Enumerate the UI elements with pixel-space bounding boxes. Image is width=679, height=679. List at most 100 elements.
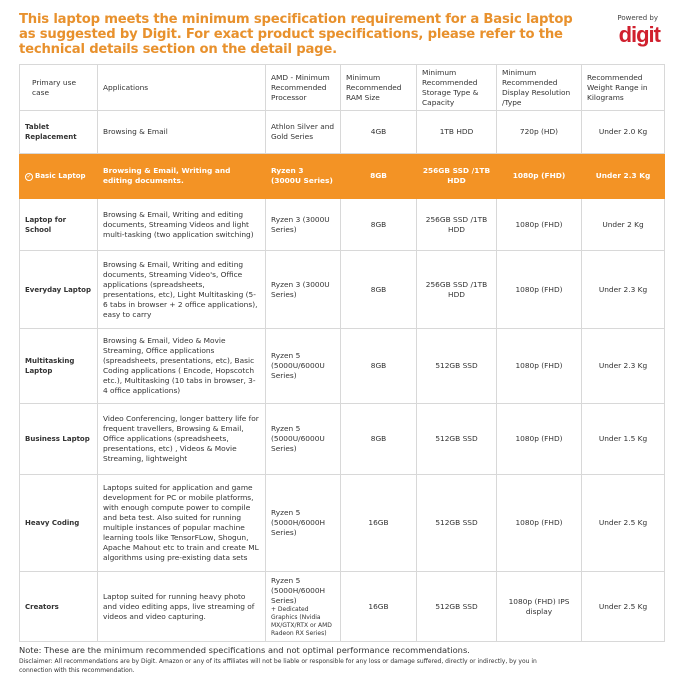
ram-cell: 16GB bbox=[340, 474, 417, 572]
weight-cell-text: Under 2.5 Kg bbox=[598, 518, 648, 527]
applications-cell: Laptops suited for application and game … bbox=[97, 474, 266, 572]
storage-cell-text: 512GB SSD bbox=[435, 518, 478, 527]
use-case-cell-text: Laptop for School bbox=[25, 215, 67, 234]
ram-cell: 8GB bbox=[340, 198, 417, 251]
processor-cell: Ryzen 5 (5000U/6000U Series) bbox=[265, 403, 341, 475]
table-row: Tablet Replacement Browsing & Email Athlon… bbox=[19, 110, 665, 154]
storage-cell: 1TB HDD bbox=[416, 110, 497, 154]
weight-cell-text: Under 2.5 Kg bbox=[598, 601, 648, 611]
ram-cell: 4GB bbox=[340, 110, 417, 154]
applications-cell-text: Video Conferencing, longer battery life … bbox=[103, 414, 259, 463]
display-cell-text: 1080p (FHD) bbox=[512, 171, 566, 180]
check-circle-icon: ✓ bbox=[25, 173, 33, 181]
display-cell-text: 1080p (FHD) bbox=[515, 219, 563, 229]
use-case-cell-text: Creators bbox=[25, 602, 59, 611]
use-case-cell-text: Heavy Coding bbox=[25, 519, 80, 527]
digit-logo: digit bbox=[618, 22, 661, 47]
disclaimer: Disclaimer: All recommendations are by D… bbox=[19, 658, 537, 674]
ram-cell: 8GB bbox=[340, 153, 417, 199]
header-cell: Applications bbox=[97, 64, 266, 111]
headline: This laptop meets the minimum specificat… bbox=[19, 12, 573, 57]
graphics-note: + Dedicated Graphics (Nvidia MX/GTX/RTX … bbox=[271, 605, 332, 637]
ram-cell-text: 8GB bbox=[370, 284, 387, 294]
applications-cell-text: Browsing & Email, Video & Movie Streamin… bbox=[103, 336, 256, 395]
applications-cell: Browsing & Email, Writing and editing do… bbox=[97, 153, 266, 199]
ram-cell-text: 16GB bbox=[368, 518, 389, 527]
weight-cell: Under 2.5 Kg bbox=[581, 571, 665, 642]
ram-cell-text: 8GB bbox=[370, 434, 387, 443]
storage-cell-text: 512GB SSD bbox=[435, 361, 478, 370]
weight-cell-text: Under 2.3 Kg bbox=[598, 361, 648, 370]
use-case-cell-text: Business Laptop bbox=[25, 435, 90, 443]
ram-cell-text: 8GB bbox=[370, 219, 387, 229]
processor-cell-text: Athlon Silver and Gold Series bbox=[271, 122, 335, 141]
display-cell: 1080p (FHD) bbox=[496, 403, 582, 475]
display-cell: 1080p (FHD) bbox=[496, 328, 582, 404]
applications-cell-text: Laptop suited for running heavy photo an… bbox=[103, 591, 255, 621]
processor-cell: Ryzen 5 (5000U/6000U Series) bbox=[265, 328, 341, 404]
applications-cell: Browsing & Email, Video & Movie Streamin… bbox=[97, 328, 266, 404]
weight-cell-text: Under 1.5 Kg bbox=[598, 434, 648, 443]
display-cell-text: 1080p (FHD) bbox=[515, 284, 563, 294]
storage-cell-text: 256GB SSD /1TB HDD bbox=[425, 214, 488, 234]
processor-cell: Ryzen 3 (3000U Series) bbox=[265, 153, 341, 199]
display-cell-text: 1080p (FHD) bbox=[515, 361, 563, 370]
use-case-cell-text: Multitasking Laptop bbox=[25, 357, 75, 375]
storage-cell-text: 1TB HDD bbox=[439, 127, 474, 136]
ram-cell: 8GB bbox=[340, 328, 417, 404]
processor-cell: Ryzen 3 (3000U Series) bbox=[265, 198, 341, 251]
table-row: Everyday Laptop Browsing & Email, Writing… bbox=[19, 250, 665, 329]
use-case-cell: Business Laptop bbox=[19, 403, 98, 475]
header-cell: Minimum Recommended Display Resolution /… bbox=[496, 64, 582, 111]
use-case-cell: Heavy Coding bbox=[19, 474, 98, 572]
weight-cell-text: Under 2.3 Kg bbox=[595, 171, 651, 180]
storage-cell-text: 256GB SSD /1TB HDD bbox=[422, 166, 491, 185]
applications-cell-text: Browsing & Email, Writing and editing do… bbox=[103, 259, 258, 319]
use-case-cell: Everyday Laptop bbox=[19, 250, 98, 329]
weight-cell-text: Under 2 Kg bbox=[602, 219, 644, 229]
processor-cell-text: Ryzen 5 (5000U/6000U Series) bbox=[271, 351, 325, 380]
applications-cell: Video Conferencing, longer battery life … bbox=[97, 403, 266, 475]
ram-cell: 8GB bbox=[340, 403, 417, 475]
weight-cell: Under 1.5 Kg bbox=[581, 403, 665, 475]
applications-cell: Browsing & Email, Writing and editing do… bbox=[97, 198, 266, 251]
use-case-cell: Tablet Replacement bbox=[19, 110, 98, 154]
weight-cell: Under 2.3 Kg bbox=[581, 153, 665, 199]
processor-cell: Ryzen 5 (5000H/6000H Series) + Dedicated … bbox=[265, 571, 341, 642]
applications-cell-text: Browsing & Email, Writing and editing do… bbox=[103, 166, 231, 185]
processor-cell-text: Ryzen 3 (3000U Series) bbox=[271, 214, 330, 234]
note: Note: These are the minimum recommended … bbox=[19, 645, 470, 655]
ram-cell-text: 8GB bbox=[370, 361, 387, 370]
table-row: Laptop for School Browsing & Email, Writi… bbox=[19, 198, 665, 251]
applications-cell-text: Browsing & Email bbox=[103, 127, 168, 136]
weight-cell: Under 2 Kg bbox=[581, 198, 665, 251]
processor-cell-text: Ryzen 5 (5000H/6000H Series) bbox=[271, 508, 326, 537]
display-cell: 1080p (FHD) IPS display bbox=[496, 571, 582, 642]
header-cell: Minimum Recommended RAM Size bbox=[340, 64, 417, 111]
table-header: Primary use case Applications AMD - Mini… bbox=[19, 64, 665, 111]
table-row: Business Laptop Video Conferencing, longe… bbox=[19, 403, 665, 475]
header-cell: Primary use case bbox=[19, 64, 98, 111]
use-case-cell: Creators bbox=[19, 571, 98, 642]
applications-cell-text: Laptops suited for application and game … bbox=[103, 483, 259, 562]
applications-cell: Browsing & Email bbox=[97, 110, 266, 154]
storage-cell: 256GB SSD /1TB HDD bbox=[416, 250, 497, 329]
storage-cell: 512GB SSD bbox=[416, 571, 497, 642]
use-case-cell-text: Tablet Replacement bbox=[25, 123, 77, 141]
applications-cell: Laptop suited for running heavy photo an… bbox=[97, 571, 266, 642]
processor-cell: Ryzen 3 (3000U Series) bbox=[265, 250, 341, 329]
spec-table: Primary use case Applications AMD - Mini… bbox=[19, 64, 665, 642]
storage-cell: 256GB SSD /1TB HDD bbox=[416, 198, 497, 251]
table-row: ✓ Basic Laptop Browsing & Email, Writing a… bbox=[19, 153, 665, 199]
processor-cell: Ryzen 5 (5000H/6000H Series) bbox=[265, 474, 341, 572]
applications-cell-text: Browsing & Email, Writing and editing do… bbox=[103, 209, 254, 239]
use-case-cell: Laptop for School bbox=[19, 198, 98, 251]
applications-cell: Browsing & Email, Writing and editing do… bbox=[97, 250, 266, 329]
weight-cell-text: Under 2.3 Kg bbox=[598, 284, 648, 294]
storage-cell: 512GB SSD bbox=[416, 328, 497, 404]
table-row: Multitasking Laptop Browsing & Email, Vid… bbox=[19, 328, 665, 404]
storage-cell: 512GB SSD bbox=[416, 474, 497, 572]
weight-cell: Under 2.5 Kg bbox=[581, 474, 665, 572]
storage-cell-text: 512GB SSD bbox=[435, 601, 478, 611]
storage-cell-text: 512GB SSD bbox=[435, 434, 478, 443]
